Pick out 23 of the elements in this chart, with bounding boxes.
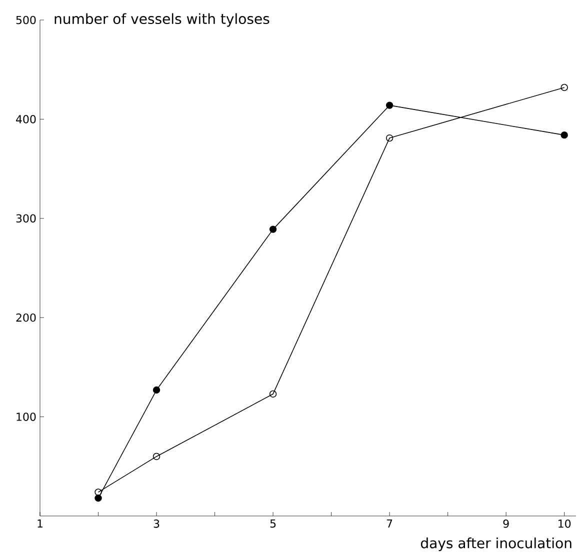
y-tick-label: 300: [16, 214, 36, 223]
x-tick-label: 5: [270, 520, 276, 528]
point: [269, 390, 277, 398]
point: [94, 488, 102, 496]
x-tick-label: 3: [154, 520, 160, 528]
y-tick-label: 500: [16, 16, 36, 24]
x-tick-label: 9: [503, 520, 509, 528]
y-tick-label: 100: [16, 412, 36, 421]
point: [152, 452, 160, 460]
x-tick-label: 1: [38, 520, 42, 528]
point: [152, 386, 160, 394]
point: [386, 134, 394, 142]
point: [94, 494, 102, 502]
x-tick-label: 10: [558, 520, 571, 528]
point: [560, 84, 568, 92]
point: [560, 131, 568, 139]
x-tick-label: 7: [386, 520, 392, 528]
y-axis-title: number of vessels with tyloses: [54, 13, 270, 27]
y-tick-label: 400: [16, 115, 36, 124]
point: [269, 226, 277, 233]
y-tick-label: 200: [16, 313, 36, 322]
point: [386, 102, 394, 109]
x-axis-title: days after inoculation: [420, 538, 572, 552]
